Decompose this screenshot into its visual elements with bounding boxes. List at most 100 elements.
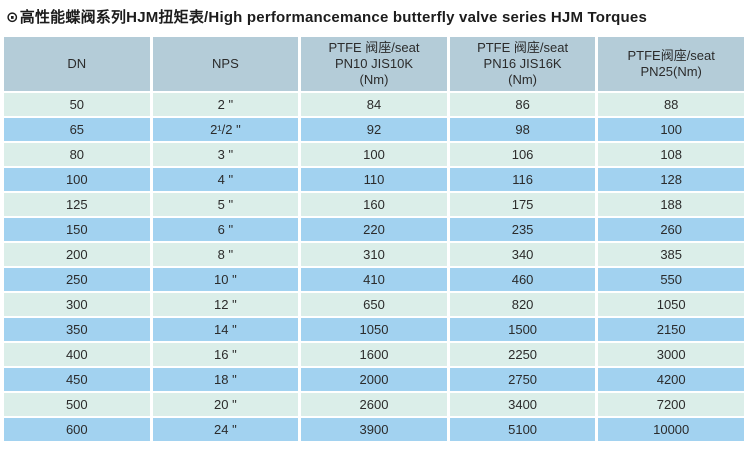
table-cell-col0: 300 [4,293,150,316]
table-cell-col3: 460 [449,268,596,291]
table-row: 500 20 " 2600 3400 7200 [4,393,744,416]
header-line: PTFE 阀座/seat [477,40,569,55]
table-cell-col1: 3 " [152,143,299,166]
header-line: PN25(Nm) [640,64,702,79]
header-row: DN NPS PTFE 阀座/seat PN10 JIS10K (Nm) PTFE 阀座/… [4,37,744,91]
table-cell-col0: 350 [4,318,150,341]
header-cell-4: PTFE阀座/seat PN25(Nm) [598,37,744,91]
table-cell-col2: 1050 [301,318,447,341]
table-cell-col3: 106 [449,143,596,166]
table-cell-col2: 2600 [301,393,447,416]
table-row: 125 5 " 160 175 188 [4,193,744,216]
table-cell-col0: 600 [4,418,150,441]
table-row: 50 2 " 84 86 88 [4,93,744,116]
table-cell-col0: 500 [4,393,150,416]
header-line: (Nm) [508,72,538,87]
table-body: 50 2 " 84 86 88 65 2¹/2 " 92 98 100 80 3 " 100 106 108… [4,93,744,441]
table-row: 250 10 " 410 460 550 [4,268,744,291]
table-cell-col3: 235 [449,218,596,241]
table-row: 400 16 " 1600 2250 3000 [4,343,744,366]
table-cell-col3: 175 [449,193,596,216]
header-line: (Nm) [359,72,389,87]
table-cell-col0: 50 [4,93,150,116]
table-cell-col0: 150 [4,218,150,241]
table-cell-col4: 108 [598,143,744,166]
table-header: DN NPS PTFE 阀座/seat PN10 JIS10K (Nm) PTFE 阀座/… [4,37,744,91]
header-cell-2: PTFE 阀座/seat PN10 JIS10K (Nm) [301,37,447,91]
table-cell-col1: 24 " [152,418,299,441]
table-row: 100 4 " 110 116 128 [4,168,744,191]
table-cell-col4: 385 [598,243,744,266]
table-cell-col3: 2750 [449,368,596,391]
table-cell-col4: 128 [598,168,744,191]
table-cell-col0: 100 [4,168,150,191]
table-cell-col3: 98 [449,118,596,141]
table-cell-col0: 450 [4,368,150,391]
table-cell-col4: 3000 [598,343,744,366]
table-cell-col2: 310 [301,243,447,266]
table-cell-col1: 20 " [152,393,299,416]
table-cell-col1: 10 " [152,268,299,291]
header-line: PTFE 阀座/seat [328,40,420,55]
table-row: 150 6 " 220 235 260 [4,218,744,241]
table-cell-col0: 65 [4,118,150,141]
table-cell-col3: 116 [449,168,596,191]
torque-table: DN NPS PTFE 阀座/seat PN10 JIS10K (Nm) PTFE 阀座/… [1,35,747,443]
table-cell-col3: 3400 [449,393,596,416]
table-cell-col2: 160 [301,193,447,216]
table-cell-col1: 18 " [152,368,299,391]
header-line: PN10 JIS10K [334,56,413,71]
header-cell-3: PTFE 阀座/seat PN16 JIS16K (Nm) [449,37,596,91]
table-cell-col1: 12 " [152,293,299,316]
header-line: PN16 JIS16K [483,56,562,71]
table-cell-col2: 84 [301,93,447,116]
table-cell-col4: 7200 [598,393,744,416]
table-cell-col2: 3900 [301,418,447,441]
header-cell-1: NPS [152,37,299,91]
header-line: NPS [212,56,239,71]
table-cell-col2: 110 [301,168,447,191]
table-cell-col1: 4 " [152,168,299,191]
page-title-text: 高性能蝶阀系列HJM扭矩表/High performancemance butt… [19,9,647,26]
table-cell-col3: 340 [449,243,596,266]
table-cell-col4: 1050 [598,293,744,316]
header-line: PTFE阀座/seat [627,48,715,63]
table-row: 200 8 " 310 340 385 [4,243,744,266]
header-cell-0: DN [4,37,150,91]
table-cell-col3: 86 [449,93,596,116]
table-cell-col0: 125 [4,193,150,216]
table-row: 65 2¹/2 " 92 98 100 [4,118,744,141]
table-cell-col4: 88 [598,93,744,116]
table-cell-col4: 2150 [598,318,744,341]
table-cell-col4: 188 [598,193,744,216]
table-cell-col2: 410 [301,268,447,291]
table-cell-col1: 2 " [152,93,299,116]
table-cell-col1: 2¹/2 " [152,118,299,141]
table-cell-col1: 8 " [152,243,299,266]
table-cell-col2: 92 [301,118,447,141]
table-cell-col0: 200 [4,243,150,266]
table-cell-col1: 16 " [152,343,299,366]
table-cell-col2: 650 [301,293,447,316]
table-cell-col4: 10000 [598,418,744,441]
page-title: ⊙高性能蝶阀系列HJM扭矩表/High performancemance but… [0,0,750,27]
table-cell-col0: 400 [4,343,150,366]
table-cell-col2: 100 [301,143,447,166]
table-row: 80 3 " 100 106 108 [4,143,744,166]
table-cell-col4: 260 [598,218,744,241]
table-cell-col2: 1600 [301,343,447,366]
table-cell-col3: 5100 [449,418,596,441]
table-cell-col0: 250 [4,268,150,291]
circle-dot-icon: ⊙ [6,9,19,26]
header-line: DN [67,56,87,71]
table-cell-col3: 2250 [449,343,596,366]
table-cell-col3: 820 [449,293,596,316]
table-cell-col1: 6 " [152,218,299,241]
table-row: 450 18 " 2000 2750 4200 [4,368,744,391]
table-row: 600 24 " 3900 5100 10000 [4,418,744,441]
table-cell-col4: 550 [598,268,744,291]
table-row: 300 12 " 650 820 1050 [4,293,744,316]
table-cell-col4: 100 [598,118,744,141]
table-cell-col1: 14 " [152,318,299,341]
